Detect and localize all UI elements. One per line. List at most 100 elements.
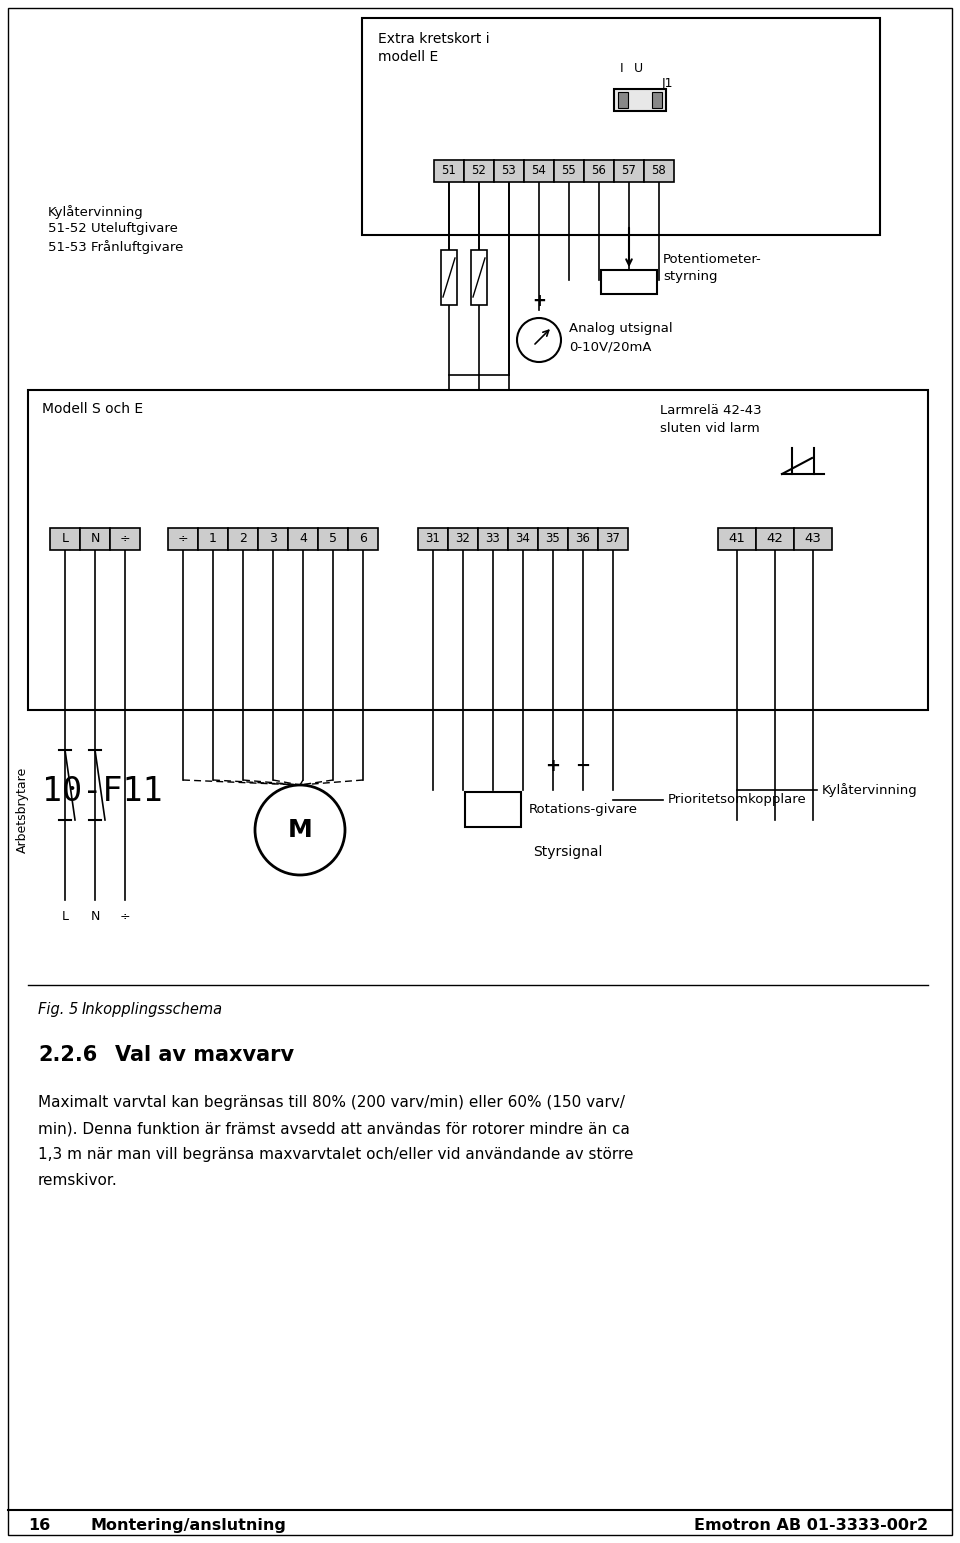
Text: 3: 3 bbox=[269, 532, 276, 546]
Bar bbox=[198, 528, 228, 549]
Text: N: N bbox=[90, 532, 100, 546]
Text: 51-53 Frånluftgivare: 51-53 Frånluftgivare bbox=[48, 241, 183, 255]
Bar bbox=[318, 528, 348, 549]
Text: Analog utsignal: Analog utsignal bbox=[569, 322, 673, 335]
Bar bbox=[614, 89, 666, 111]
Text: Styrsignal: Styrsignal bbox=[534, 846, 603, 859]
Bar bbox=[568, 528, 598, 549]
Text: +: + bbox=[532, 292, 546, 310]
Bar bbox=[464, 160, 494, 182]
Bar bbox=[601, 270, 657, 295]
Text: Fig. 5: Fig. 5 bbox=[38, 1001, 79, 1017]
Bar bbox=[584, 160, 614, 182]
Text: 54: 54 bbox=[532, 165, 546, 177]
Text: 57: 57 bbox=[621, 165, 636, 177]
Text: L: L bbox=[61, 532, 68, 546]
Text: 2.2.6: 2.2.6 bbox=[38, 1045, 97, 1065]
Bar bbox=[168, 528, 198, 549]
Bar bbox=[614, 160, 644, 182]
Bar bbox=[28, 390, 928, 710]
Text: M: M bbox=[288, 818, 312, 842]
Text: remskivor.: remskivor. bbox=[38, 1173, 118, 1188]
Text: I: I bbox=[620, 62, 624, 76]
Bar bbox=[288, 528, 318, 549]
Bar bbox=[50, 528, 80, 549]
Text: 58: 58 bbox=[652, 165, 666, 177]
Text: Kylåtervinning: Kylåtervinning bbox=[48, 205, 144, 219]
Text: 5: 5 bbox=[329, 532, 337, 546]
Text: 0-10V/20mA: 0-10V/20mA bbox=[569, 339, 652, 353]
Text: Modell S och E: Modell S och E bbox=[42, 403, 143, 417]
Text: Prioritetsomkopplare: Prioritetsomkopplare bbox=[668, 793, 806, 807]
Bar bbox=[418, 528, 448, 549]
Text: 41: 41 bbox=[729, 532, 745, 546]
Text: J1: J1 bbox=[662, 77, 674, 89]
Bar bbox=[718, 528, 756, 549]
Bar bbox=[80, 528, 110, 549]
Bar bbox=[362, 19, 880, 235]
Text: 32: 32 bbox=[456, 532, 470, 546]
Text: Potentiometer-: Potentiometer- bbox=[663, 253, 761, 265]
Bar bbox=[524, 160, 554, 182]
Text: Emotron AB 01-3333-00r2: Emotron AB 01-3333-00r2 bbox=[694, 1518, 928, 1534]
Text: 53: 53 bbox=[502, 165, 516, 177]
Text: 1: 1 bbox=[209, 532, 217, 546]
Text: Maximalt varvtal kan begränsas till 80% (200 varv/min) eller 60% (150 varv/: Maximalt varvtal kan begränsas till 80% … bbox=[38, 1096, 625, 1109]
Bar bbox=[598, 528, 628, 549]
Text: 52: 52 bbox=[471, 165, 487, 177]
Text: U: U bbox=[634, 62, 642, 76]
Text: 16: 16 bbox=[28, 1518, 50, 1534]
Bar bbox=[348, 528, 378, 549]
Text: −: − bbox=[575, 758, 590, 775]
Text: 10-F11: 10-F11 bbox=[42, 775, 163, 809]
Text: 2: 2 bbox=[239, 532, 247, 546]
Text: Extra kretskort i: Extra kretskort i bbox=[378, 32, 490, 46]
Bar bbox=[554, 160, 584, 182]
Bar bbox=[478, 528, 508, 549]
Text: 37: 37 bbox=[606, 532, 620, 546]
Text: 4: 4 bbox=[300, 532, 307, 546]
Bar bbox=[508, 528, 538, 549]
Text: 51-52 Uteluftgivare: 51-52 Uteluftgivare bbox=[48, 222, 178, 235]
Text: styrning: styrning bbox=[663, 270, 717, 282]
Text: sluten vid larm: sluten vid larm bbox=[660, 421, 759, 435]
Bar bbox=[441, 250, 457, 306]
Text: 34: 34 bbox=[516, 532, 531, 546]
Text: 56: 56 bbox=[591, 165, 607, 177]
Bar bbox=[434, 160, 464, 182]
Text: 6: 6 bbox=[359, 532, 367, 546]
Bar bbox=[756, 528, 794, 549]
Text: modell E: modell E bbox=[378, 49, 439, 63]
Text: Arbetsbrytare: Arbetsbrytare bbox=[15, 767, 29, 853]
Text: Montering/anslutning: Montering/anslutning bbox=[90, 1518, 286, 1534]
Text: 55: 55 bbox=[562, 165, 576, 177]
Text: +: + bbox=[545, 758, 561, 775]
Text: ÷: ÷ bbox=[178, 532, 188, 546]
Bar bbox=[618, 93, 628, 108]
Text: L: L bbox=[61, 910, 68, 923]
Text: 31: 31 bbox=[425, 532, 441, 546]
Bar bbox=[471, 250, 487, 306]
Bar bbox=[644, 160, 674, 182]
Bar bbox=[465, 792, 521, 827]
Text: Rotations-givare: Rotations-givare bbox=[529, 802, 638, 816]
Text: ÷: ÷ bbox=[120, 532, 131, 546]
Text: Val av maxvarv: Val av maxvarv bbox=[115, 1045, 294, 1065]
Text: 1,3 m när man vill begränsa maxvarvtalet och/eller vid användande av större: 1,3 m när man vill begränsa maxvarvtalet… bbox=[38, 1146, 634, 1162]
Text: 35: 35 bbox=[545, 532, 561, 546]
Bar bbox=[110, 528, 140, 549]
Text: 43: 43 bbox=[804, 532, 822, 546]
Bar bbox=[538, 528, 568, 549]
Text: 51: 51 bbox=[442, 165, 456, 177]
Text: 42: 42 bbox=[767, 532, 783, 546]
Text: 36: 36 bbox=[576, 532, 590, 546]
Text: Inkopplingsschema: Inkopplingsschema bbox=[82, 1001, 223, 1017]
Text: min). Denna funktion är främst avsedd att användas för rotorer mindre än ca: min). Denna funktion är främst avsedd at… bbox=[38, 1122, 630, 1136]
Bar bbox=[494, 160, 524, 182]
Text: Kylåtervinning: Kylåtervinning bbox=[822, 782, 918, 798]
Bar bbox=[228, 528, 258, 549]
Text: ÷: ÷ bbox=[120, 910, 131, 923]
Bar bbox=[794, 528, 832, 549]
Text: 33: 33 bbox=[486, 532, 500, 546]
Text: Larmrelä 42-43: Larmrelä 42-43 bbox=[660, 404, 761, 417]
